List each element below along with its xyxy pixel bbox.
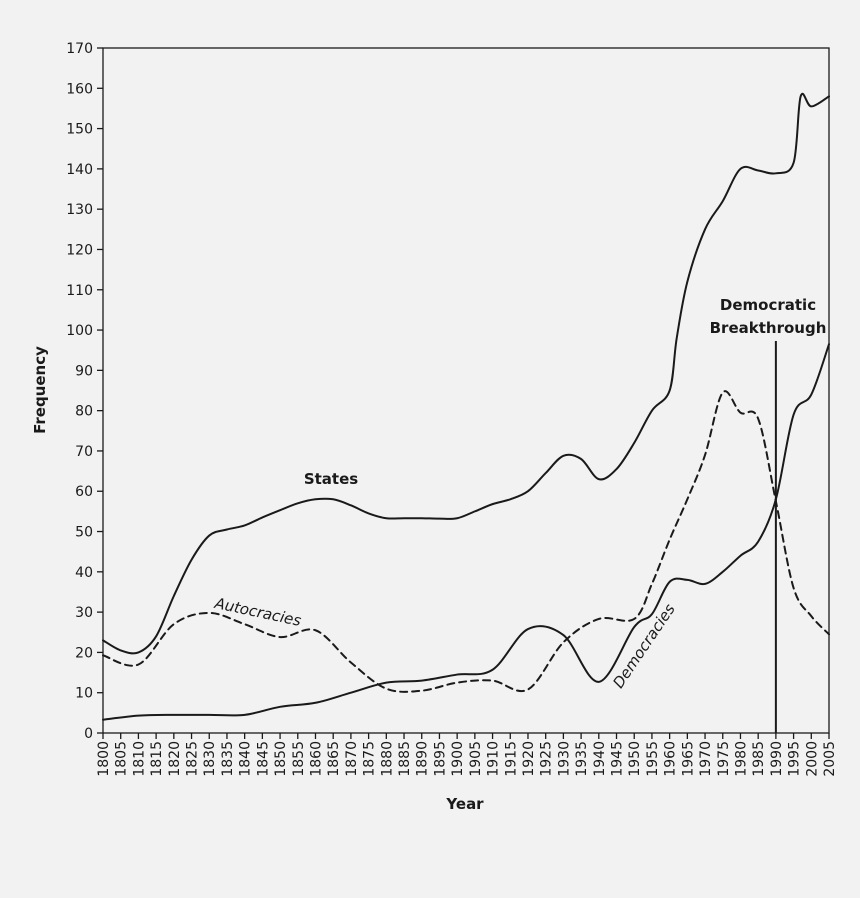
y-tick-label: 70 (75, 444, 93, 460)
y-tick-label: 140 (66, 162, 93, 178)
annotation-states: States (304, 470, 358, 488)
x-tick-label: 1840 (238, 741, 254, 777)
y-tick-label: 50 (75, 525, 93, 541)
annotation-breakthrough: Breakthrough (710, 319, 827, 337)
plot-frame (102, 47, 830, 734)
x-tick-label: 1945 (610, 741, 626, 777)
series-line-democracies (102, 343, 830, 721)
y-tick-label: 90 (75, 363, 93, 379)
x-tick-label: 1865 (326, 741, 342, 777)
x-tick-label: 1930 (556, 741, 572, 777)
series-line-autocracies (102, 390, 830, 693)
y-tick-label: 10 (75, 686, 93, 702)
x-tick-label: 1940 (592, 741, 608, 777)
y-tick-label: 150 (66, 122, 93, 138)
y-tick-label: 60 (75, 484, 93, 500)
y-tick-label: 110 (66, 283, 93, 299)
x-tick-label: 1835 (220, 741, 236, 777)
x-tick-label: 1890 (415, 741, 431, 777)
annotation-autocracies: Autocracies (212, 594, 303, 630)
x-axis-title: Year (445, 795, 484, 813)
series-layer (102, 92, 830, 721)
y-tick-label: 160 (66, 81, 93, 97)
x-tick-label: 1960 (663, 741, 679, 777)
y-tick-label: 130 (66, 202, 93, 218)
x-tick-label: 1850 (273, 741, 289, 777)
x-tick-label: 2000 (804, 741, 820, 777)
x-tick-label: 1920 (521, 741, 537, 777)
x-tick-label: 1955 (645, 741, 661, 777)
y-tick-label: 30 (75, 605, 93, 621)
y-tick-label: 120 (66, 242, 93, 258)
y-tick-label: 170 (66, 41, 93, 57)
x-tick-label: 1910 (486, 741, 502, 777)
x-tick-label: 1830 (202, 741, 218, 777)
x-tick-label: 1950 (627, 741, 643, 777)
x-tick-label: 1860 (308, 741, 324, 777)
x-tick-label: 1855 (291, 741, 307, 777)
y-tick-label: 80 (75, 404, 93, 420)
x-tick-label: 1895 (432, 741, 448, 777)
series-line-states (102, 92, 830, 655)
y-tick-label: 20 (75, 645, 93, 661)
x-tick-label: 1845 (255, 741, 271, 777)
x-tick-label: 1885 (397, 741, 413, 777)
annotation-democracies: Democracies (609, 600, 679, 691)
x-tick-label: 1995 (787, 741, 803, 777)
y-tick-label: 100 (66, 323, 93, 339)
y-tick-label: 40 (75, 565, 93, 581)
y-axis-title: Frequency (31, 346, 49, 434)
x-axis-ticks: 1800 1805 1810 1815 1820 1825 1830 1835 1840 1845… (96, 733, 838, 777)
x-tick-label: 1990 (769, 741, 785, 777)
x-tick-label: 1965 (680, 741, 696, 777)
x-tick-label: 1900 (450, 741, 466, 777)
x-tick-label: 1815 (149, 741, 165, 777)
y-axis-ticks: 0 10 20 30 40 50 60 70 80 90 100 110 120 130 140 150 160… (66, 41, 103, 742)
x-tick-label: 1810 (131, 741, 147, 777)
x-tick-label: 1915 (503, 741, 519, 777)
x-tick-label: 1985 (751, 741, 767, 777)
x-tick-label: 2005 (822, 741, 838, 777)
y-tick-label: 0 (84, 726, 93, 742)
x-tick-label: 1875 (362, 741, 378, 777)
x-tick-label: 1935 (574, 741, 590, 777)
x-tick-label: 1975 (716, 741, 732, 777)
x-tick-label: 1905 (468, 741, 484, 777)
x-tick-label: 1925 (539, 741, 555, 777)
x-tick-label: 1880 (379, 741, 395, 777)
x-tick-label: 1805 (114, 741, 130, 777)
annotation-democratic: Democratic (720, 296, 816, 314)
x-tick-label: 1800 (96, 741, 112, 777)
x-tick-label: 1970 (698, 741, 714, 777)
x-tick-label: 1980 (733, 741, 749, 777)
x-tick-label: 1825 (185, 741, 201, 777)
x-tick-label: 1870 (344, 741, 360, 777)
plot-area (102, 47, 830, 734)
x-tick-label: 1820 (167, 741, 183, 777)
